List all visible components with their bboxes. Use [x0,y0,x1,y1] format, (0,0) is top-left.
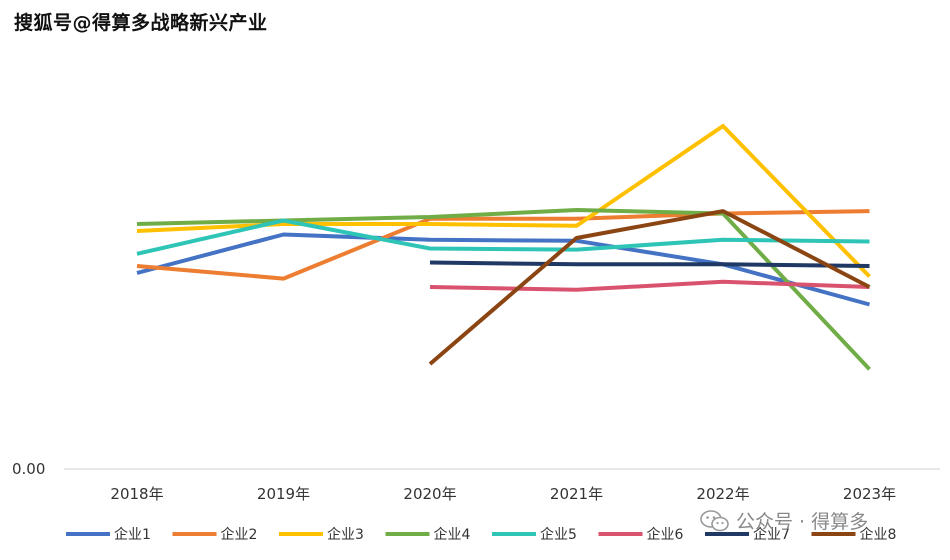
watermark-top: 搜狐号@得算多战略新兴产业 [14,12,268,34]
series-line-2 [136,209,870,281]
legend-label: 企业3 [327,526,364,543]
legend-item-5: 企业5 [492,526,577,543]
x-tick-label: 2021年 [550,485,603,503]
legend-item-4: 企业4 [385,526,471,543]
legend-label: 企业4 [434,526,471,543]
series-line-6 [429,279,870,292]
y-tick-label: 0.00 [12,460,45,478]
series-layer [136,124,871,371]
series-line-7 [429,260,870,268]
series-line-1 [136,232,871,307]
legend-label: 企业7 [753,526,790,543]
legend-label: 企业8 [860,526,897,543]
legend-item-2: 企业2 [172,526,258,543]
legend-label: 企业1 [114,526,151,543]
legend-item-7: 企业7 [705,526,790,543]
x-tick-label: 2022年 [696,485,749,503]
watermark-bottom: 公众号 · 得算多 [700,507,868,534]
legend-label: 企业6 [647,526,684,543]
x-tick-label: 2018年 [110,485,163,503]
y-tick-labels: 0.00 [12,460,45,478]
wechat-icon [700,509,729,531]
watermark-bottom-text: 公众号 · 得算多 [736,511,869,533]
series-line-8 [428,209,871,366]
legend-item-1: 企业1 [66,526,151,543]
series-line-5 [136,218,870,256]
legend-item-6: 企业6 [598,526,684,543]
legend-item-3: 企业3 [279,526,364,543]
x-tick-label: 2020年 [403,485,456,503]
legend-label: 企业5 [540,526,577,543]
legend-item-8: 企业8 [811,526,897,543]
legend-label: 企业2 [221,526,258,543]
legend: 企业1 企业2 企业3 企业4 企业5 企业6 企业7 企业8 [66,526,896,543]
x-tick-label: 2023年 [843,485,896,503]
x-tick-label: 2019年 [257,485,310,503]
x-tick-labels: 2018年 2019年 2020年 2021年 2022年 2023年 [110,485,896,503]
